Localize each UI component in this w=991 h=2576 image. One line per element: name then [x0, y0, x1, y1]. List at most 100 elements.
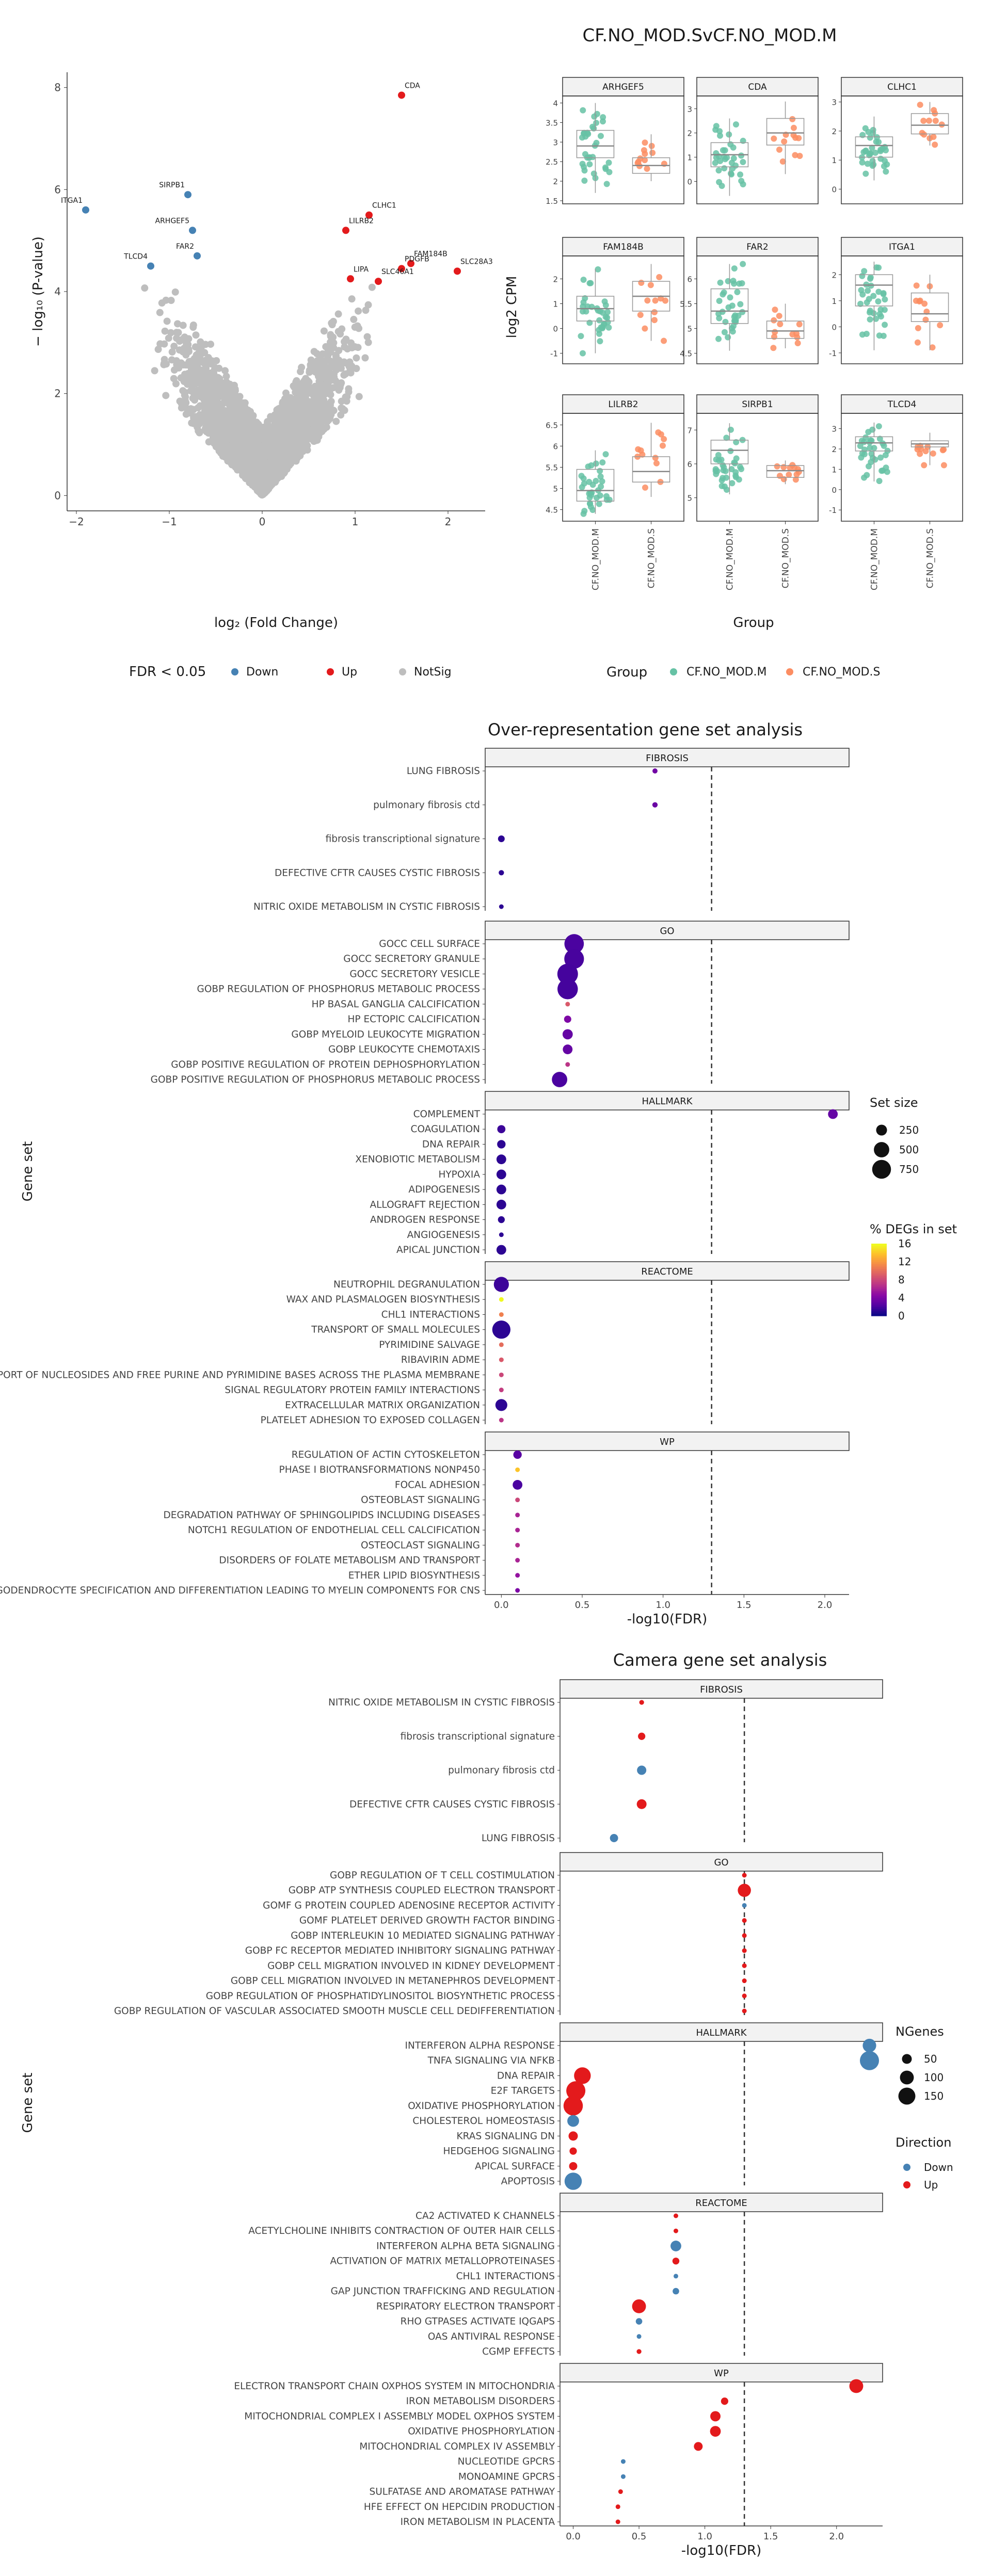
sample-point [597, 473, 604, 480]
colorbar-segment [871, 1291, 887, 1293]
sample-point [601, 298, 608, 305]
term-dot [565, 1002, 570, 1007]
legend-label: Up [924, 2179, 938, 2191]
term-label: OSTEOBLAST SIGNALING [361, 1495, 480, 1506]
sample-point [921, 300, 928, 307]
sample-point [716, 128, 723, 135]
term-dot [498, 1216, 505, 1223]
notsig-point [295, 395, 303, 403]
y-tick-label: 2 [832, 445, 837, 454]
legend-label: NotSig [414, 666, 452, 679]
term-dot [742, 1963, 747, 1968]
notsig-point [241, 403, 249, 411]
facet-strip [485, 1261, 850, 1281]
sample-point [642, 157, 648, 164]
box [910, 292, 949, 322]
panel-frame [841, 255, 963, 364]
sample-point [737, 301, 744, 308]
sample-point [602, 166, 609, 172]
sample-point [659, 442, 666, 449]
term-dot [564, 1016, 571, 1023]
y-axis-title: − log₁₀ (P-value) [30, 236, 46, 347]
term-dot [499, 1372, 504, 1377]
y-tick-label: 2 [832, 127, 837, 136]
y-axis-title: log2 CPM [504, 276, 520, 339]
box [766, 118, 805, 146]
term-label: ADIPOGENESIS [408, 1184, 480, 1195]
sample-point [604, 314, 611, 321]
term-label: GOMF G PROTEIN COUPLED ADENOSINE RECEPTO… [263, 1900, 555, 1911]
gene-point [365, 211, 373, 219]
legend-label: 4 [898, 1292, 905, 1304]
panel-frame [696, 413, 819, 522]
notsig-point [272, 447, 280, 455]
x-tick-label: 0 [259, 516, 266, 528]
gene-point [189, 227, 196, 234]
colorbar-segment [871, 1307, 887, 1309]
notsig-point [187, 366, 195, 374]
term-label: CHL1 INTERACTIONS [456, 2271, 555, 2282]
sample-point [723, 434, 730, 441]
notsig-point [355, 325, 363, 332]
sample-point [712, 466, 719, 473]
term-label: GOBP INTERLEUKIN 10 MEDIATED SIGNALING P… [291, 1930, 555, 1941]
colorbar-segment [871, 1247, 887, 1250]
notsig-point [208, 398, 216, 406]
legend-title: NGenes [896, 2024, 944, 2039]
term-label: GOBP MYELOID LEUKOCYTE MIGRATION [291, 1029, 480, 1040]
term-dot [497, 1140, 506, 1149]
legend-label: Up [342, 666, 357, 679]
gene-point [407, 260, 414, 267]
colorbar-segment [871, 1299, 887, 1302]
sample-point [722, 156, 729, 163]
y-tick-label: 2 [832, 270, 837, 280]
colorbar-segment [871, 1292, 887, 1295]
sample-point [917, 102, 923, 108]
notsig-point [362, 307, 370, 314]
notsig-point [303, 442, 311, 449]
term-label: OAS ANTIVIRAL RESPONSE [428, 2331, 555, 2342]
term-dot [636, 2349, 642, 2354]
sample-point [638, 280, 645, 286]
notsig-point [296, 409, 304, 416]
notsig-point [353, 354, 360, 362]
x-tick-label: CF.NO_MOD.M [869, 528, 880, 590]
term-label: GOBP POSITIVE REGULATION OF PHOSPHORUS M… [151, 1074, 480, 1085]
plot-title: Camera gene set analysis [613, 1650, 827, 1670]
notsig-point [181, 396, 189, 404]
term-label: ANDROGEN RESPONSE [370, 1215, 480, 1226]
sample-point [581, 178, 588, 184]
facet-label: REACTOME [641, 1266, 693, 1277]
gene-label: SLC46A1 [381, 268, 414, 276]
sample-point [584, 303, 591, 310]
sample-point [720, 291, 726, 298]
notsig-point [184, 380, 191, 388]
gene-point [398, 91, 405, 99]
facet-label: FAM184B [603, 242, 644, 252]
y-tick-label: 0 [54, 489, 61, 502]
term-label: HP BASAL GANGLIA CALCIFICATION [312, 999, 480, 1010]
notsig-point [212, 407, 219, 415]
sample-point [713, 456, 720, 463]
notsig-point [279, 422, 286, 430]
gene-point [194, 252, 201, 260]
sample-point [728, 170, 734, 177]
term-dot [635, 2318, 643, 2325]
box [766, 320, 805, 339]
box [855, 136, 893, 158]
sample-point [648, 142, 655, 149]
sample-point [644, 297, 651, 304]
notsig-point [207, 358, 215, 366]
notsig-point [222, 373, 230, 380]
notsig-point [319, 360, 327, 367]
notsig-point [255, 471, 263, 479]
term-label: GAP JUNCTION TRAFFICKING AND REGULATION [331, 2286, 555, 2297]
gene-point [347, 275, 354, 283]
notsig-point [302, 381, 310, 389]
x-tick-label: −1 [162, 516, 177, 528]
y-tick-label: 3 [687, 105, 692, 114]
sample-point [586, 478, 593, 485]
term-label: GOCC SECRETORY VESICLE [349, 969, 480, 979]
notsig-point [265, 423, 273, 431]
term-dot [499, 1312, 504, 1317]
